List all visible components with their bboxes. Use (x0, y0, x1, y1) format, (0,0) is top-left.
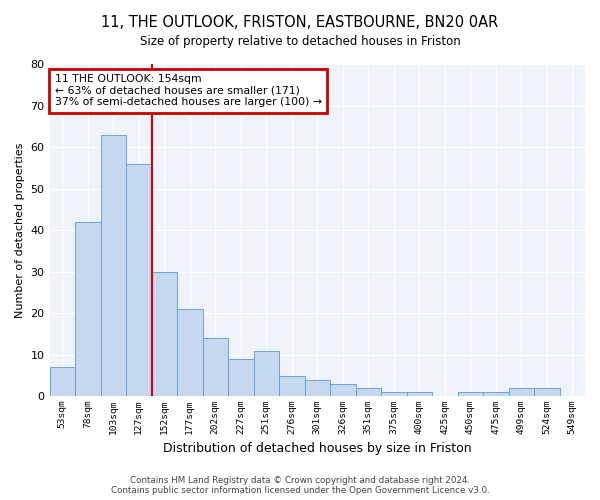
Bar (330, 384, 356, 396)
Bar (101, 134, 126, 396)
X-axis label: Distribution of detached houses by size in Friston: Distribution of detached houses by size … (163, 442, 472, 455)
Bar (509, 388, 534, 396)
Bar (152, 272, 177, 396)
Bar (177, 309, 203, 396)
Bar (407, 392, 432, 396)
Text: 11, THE OUTLOOK, FRISTON, EASTBOURNE, BN20 0AR: 11, THE OUTLOOK, FRISTON, EASTBOURNE, BN… (101, 15, 499, 30)
Bar (50, 368, 75, 396)
Text: Contains HM Land Registry data © Crown copyright and database right 2024.
Contai: Contains HM Land Registry data © Crown c… (110, 476, 490, 495)
Bar (254, 350, 279, 397)
Bar (203, 338, 228, 396)
Y-axis label: Number of detached properties: Number of detached properties (15, 142, 25, 318)
Bar (483, 392, 509, 396)
Text: 11 THE OUTLOOK: 154sqm
← 63% of detached houses are smaller (171)
37% of semi-de: 11 THE OUTLOOK: 154sqm ← 63% of detached… (55, 74, 322, 107)
Bar (381, 392, 407, 396)
Bar (356, 388, 381, 396)
Bar (279, 376, 305, 396)
Bar (305, 380, 330, 396)
Bar (534, 388, 560, 396)
Bar (126, 164, 152, 396)
Bar (75, 222, 101, 396)
Bar (458, 392, 483, 396)
Text: Size of property relative to detached houses in Friston: Size of property relative to detached ho… (140, 35, 460, 48)
Bar (228, 359, 254, 397)
